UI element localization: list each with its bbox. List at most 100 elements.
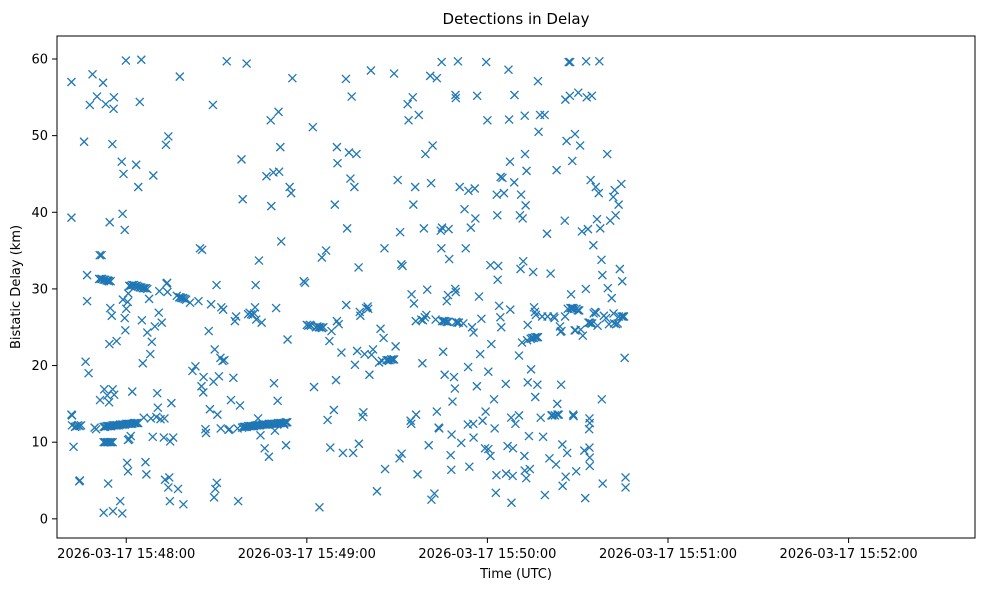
data-point-536 [565, 91, 575, 101]
data-point-124 [141, 457, 150, 467]
data-point-248 [256, 430, 265, 440]
data-point-417 [467, 322, 477, 332]
data-point-297 [334, 319, 344, 329]
data-point-385 [442, 317, 452, 327]
data-point-400 [450, 384, 460, 394]
data-point-265 [281, 440, 291, 450]
data-point-458 [505, 305, 515, 315]
data-point-500 [534, 127, 544, 137]
data-point-441 [491, 470, 501, 480]
data-point-436 [485, 260, 495, 270]
x-axis: 2026-03-17 15:48:00 2026-03-17 15:49:00 20… [57, 538, 918, 562]
data-point-606 [616, 179, 626, 189]
data-point-605 [615, 264, 625, 274]
data-point-81 [99, 508, 109, 518]
data-point-260 [274, 107, 283, 117]
data-point-373 [431, 315, 441, 325]
data-point-406 [453, 56, 463, 66]
data-point-586 [597, 394, 607, 404]
data-point-91 [121, 56, 131, 65]
data-point-340 [393, 175, 403, 185]
data-point-178 [206, 299, 216, 309]
data-point-135 [152, 388, 162, 398]
data-point-289 [325, 443, 335, 453]
data-point-115 [126, 431, 136, 441]
data-point-558 [580, 493, 590, 503]
data-point-479 [521, 473, 531, 483]
data-point-611 [620, 353, 630, 363]
data-point-395 [447, 430, 457, 439]
data-point-344 [397, 449, 407, 459]
data-point-557 [579, 446, 589, 456]
data-point-428 [478, 416, 488, 426]
data-point-507 [542, 229, 552, 239]
data-point-129 [146, 413, 156, 423]
data-point-357 [413, 469, 423, 479]
data-point-354 [410, 182, 420, 192]
data-point-110 [121, 304, 131, 314]
data-point-444 [493, 275, 503, 285]
data-point-286 [321, 246, 331, 256]
data-point-345 [398, 261, 407, 271]
data-point-502 [536, 413, 546, 423]
data-point-374 [432, 73, 442, 83]
data-point-552 [573, 88, 583, 98]
data-point-475 [520, 466, 530, 476]
data-point-543 [569, 411, 578, 421]
data-point-583 [594, 56, 604, 66]
data-point-331 [380, 464, 390, 474]
data-point-418 [468, 419, 478, 429]
data-point-168 [194, 296, 203, 306]
data-point-254 [266, 201, 276, 211]
data-point-516 [551, 459, 561, 469]
data-point-281 [318, 322, 328, 332]
data-point-92 [123, 297, 133, 307]
data-point-249 [257, 318, 267, 328]
data-point-476 [520, 111, 530, 121]
data-point-143 [160, 475, 170, 485]
data-point-347 [404, 115, 414, 125]
data-point-125 [141, 469, 151, 479]
data-point-90 [120, 225, 130, 235]
data-point-587 [597, 270, 607, 280]
data-point-341 [395, 453, 404, 463]
data-point-154 [168, 433, 178, 443]
data-point-362 [419, 223, 429, 233]
data-point-560 [581, 56, 591, 66]
data-point-35 [99, 384, 109, 394]
data-point-381 [437, 223, 447, 233]
data-point-493 [533, 332, 543, 342]
data-point-186 [212, 410, 222, 420]
data-point-351 [408, 92, 418, 102]
data-point-136 [153, 403, 163, 413]
data-point-41 [107, 311, 117, 321]
data-point-166 [187, 366, 197, 376]
data-point-252 [264, 452, 274, 462]
data-point-88 [118, 209, 128, 219]
data-point-433 [483, 367, 493, 377]
data-point-266 [283, 335, 293, 344]
data-point-134 [151, 412, 161, 422]
data-point-314 [355, 311, 365, 321]
data-point-369 [428, 141, 438, 151]
data-point-492 [532, 332, 542, 342]
data-point-122 [138, 358, 148, 368]
data-point-442 [492, 190, 502, 200]
data-point-47 [108, 384, 118, 394]
data-point-572 [585, 461, 595, 471]
data-point-284 [314, 502, 324, 512]
data-point-380 [436, 243, 446, 253]
data-point-329 [379, 333, 389, 343]
data-point-106 [142, 284, 152, 294]
data-point-430 [481, 407, 491, 417]
data-point-410 [460, 204, 469, 214]
data-point-390 [443, 290, 453, 300]
data-point-413 [463, 186, 473, 196]
data-point-321 [364, 370, 374, 380]
data-point-483 [523, 320, 533, 330]
data-point-5 [69, 442, 79, 452]
data-point-393 [446, 450, 456, 460]
data-point-453 [501, 469, 511, 479]
data-point-396 [448, 397, 457, 407]
data-point-565 [586, 318, 596, 328]
